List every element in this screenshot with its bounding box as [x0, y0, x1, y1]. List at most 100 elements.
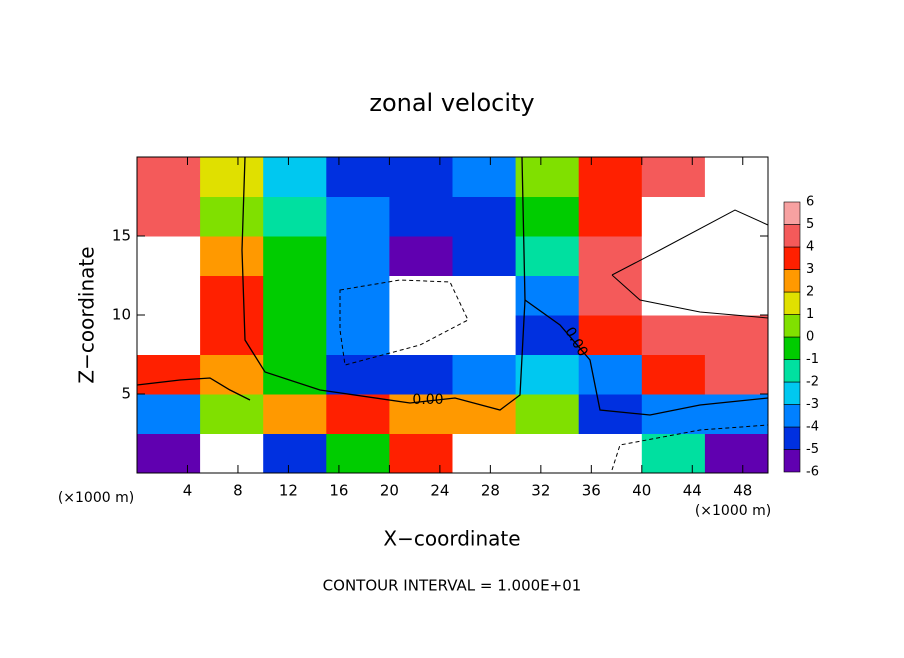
- field-cell: [263, 275, 327, 316]
- chart-title: zonal velocity: [369, 89, 534, 117]
- field-cell: [326, 433, 390, 474]
- colorbar-swatch: [783, 404, 801, 428]
- field-cell: [641, 433, 706, 474]
- x-unit: (×1000 m): [695, 503, 771, 519]
- field-cell: [641, 275, 706, 316]
- x-tick-label: 28: [481, 482, 500, 500]
- field-cell: [263, 196, 327, 237]
- field-cell: [641, 315, 706, 355]
- field-cell: [452, 275, 517, 316]
- colorbar-label: -1: [806, 352, 819, 367]
- colorbar-label: 3: [806, 262, 814, 277]
- contour-line: [524, 299, 769, 416]
- field-cell: [389, 157, 453, 197]
- contour-line: [241, 156, 526, 411]
- contour-label: 0.00: [412, 392, 443, 408]
- field-cell: [326, 354, 390, 395]
- x-tick-label: 20: [380, 482, 399, 500]
- field-cell: [515, 196, 580, 237]
- contour-line: [611, 424, 769, 471]
- field-cell: [263, 315, 327, 355]
- field-cell: [200, 275, 264, 316]
- x-tick-label: 32: [531, 482, 550, 500]
- colorbar-label: 6: [806, 195, 814, 210]
- x-tick-label: 8: [233, 482, 243, 500]
- field-cell: [389, 196, 453, 237]
- x-tick-label: 24: [430, 482, 449, 500]
- field-cell: [137, 433, 201, 474]
- field-cell: [578, 354, 643, 395]
- colorbar-swatch: [783, 381, 801, 405]
- x-tick-label: 40: [632, 482, 651, 500]
- colorbar-swatch: [783, 201, 801, 225]
- field-cell: [200, 354, 264, 395]
- colorbar-label: 2: [806, 285, 814, 300]
- field-cell: [578, 315, 643, 355]
- field-cell: [200, 157, 264, 197]
- field-cell: [200, 394, 264, 434]
- colorbar-label: 4: [806, 240, 814, 255]
- field-cell: [515, 275, 580, 316]
- field-cell: [263, 236, 327, 276]
- field-cell: [704, 315, 769, 355]
- colorbar-label: 0: [806, 330, 814, 345]
- field-cell: [704, 196, 769, 237]
- colorbar-swatch: [783, 246, 801, 270]
- field-cell: [704, 354, 769, 395]
- field-cell: [137, 315, 201, 355]
- colorbar-swatch: [783, 359, 801, 383]
- field-cell: [452, 236, 517, 276]
- field-cell: [389, 433, 453, 474]
- colorbar-label: -2: [806, 375, 819, 390]
- field-cell: [515, 236, 580, 276]
- field-cell: [200, 433, 264, 474]
- colorbar-swatch: [783, 449, 801, 473]
- field-cell: [704, 394, 769, 434]
- field-cell: [137, 157, 201, 197]
- colorbar-swatch: [783, 269, 801, 293]
- field-cell: [200, 236, 264, 276]
- field-cell: [578, 275, 643, 316]
- field-cell: [641, 157, 706, 197]
- field-cell: [326, 196, 390, 237]
- field-cell: [578, 394, 643, 434]
- colorbar-label: 1: [806, 307, 814, 322]
- field-cell: [200, 196, 264, 237]
- colorbar-swatch: [783, 426, 801, 450]
- field-cell: [263, 157, 327, 197]
- field-cell: [389, 275, 453, 316]
- y-tick-label: 15: [112, 227, 131, 245]
- x-tick-label: 48: [733, 482, 752, 500]
- field-cell: [200, 315, 264, 355]
- colorbar-label: -5: [806, 442, 819, 457]
- field-cell: [641, 196, 706, 237]
- colorbar-label: -4: [806, 420, 819, 435]
- field-cell: [389, 394, 453, 434]
- field-cell: [326, 275, 390, 316]
- field-cell: [137, 236, 201, 276]
- field-cell: [137, 394, 201, 434]
- field-cell: [515, 354, 580, 395]
- y-axis-label: Z−coordinate: [75, 246, 99, 383]
- field-cell: [578, 157, 643, 197]
- field-cell: [578, 433, 643, 474]
- x-tick-label: 4: [183, 482, 193, 500]
- y-tick-label: 5: [121, 385, 131, 403]
- field: [137, 157, 769, 474]
- colorbar-label: -6: [806, 465, 819, 480]
- footer: CONTOUR INTERVAL = 1.000E+01: [323, 577, 582, 595]
- field-cell: [137, 196, 201, 237]
- field-cell: [452, 315, 517, 355]
- colorbar-label: -3: [806, 397, 819, 412]
- colorbar-swatch: [783, 291, 801, 315]
- field-cell: [263, 433, 327, 474]
- field-cell: [578, 236, 643, 276]
- y-tick-label: 10: [112, 306, 131, 324]
- field-cell: [326, 157, 390, 197]
- field-cell: [137, 354, 201, 395]
- field-cell: [515, 394, 580, 434]
- field-cell: [515, 157, 580, 197]
- x-unit: (×1000 m): [58, 490, 134, 506]
- field-cell: [704, 157, 769, 197]
- field-cell: [515, 433, 580, 474]
